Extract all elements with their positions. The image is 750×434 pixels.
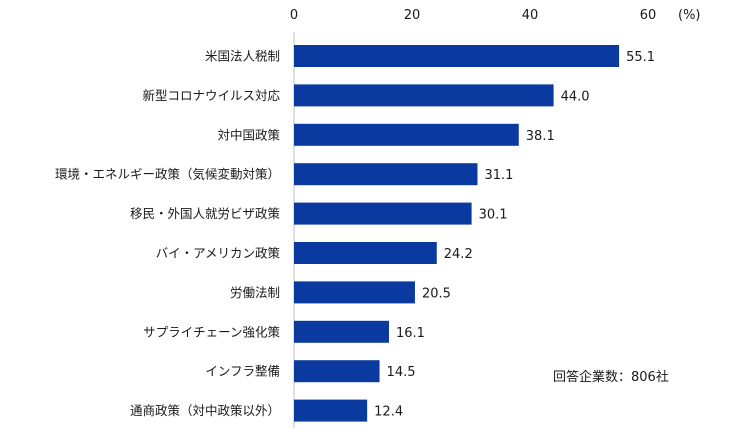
data-label: 30.1	[479, 208, 508, 223]
data-label: 16.1	[396, 326, 425, 341]
data-label: 12.4	[374, 405, 403, 420]
x-tick-label: 40	[522, 8, 539, 23]
category-label: 環境・エネルギー政策（気候変動対策）	[55, 167, 280, 182]
bar	[294, 281, 415, 304]
bar	[294, 163, 478, 186]
bars-group: 米国法人税制 55.1 新型コロナウイルス対応 44.0 対中国政策 38.1 環境・エネル…	[55, 45, 655, 422]
bar	[294, 202, 472, 225]
bar	[294, 360, 380, 383]
category-label: バイ・アメリカン政策	[156, 246, 281, 261]
data-label: 44.0	[561, 89, 590, 104]
category-label: 対中国政策	[217, 127, 280, 142]
respondents-note: 回答企業数：806社	[553, 369, 669, 385]
data-label: 38.1	[526, 129, 555, 144]
data-label: 24.2	[444, 247, 473, 262]
category-label: 新型コロナウイルス対応	[142, 88, 280, 103]
data-label: 31.1	[484, 168, 513, 183]
bar	[294, 84, 554, 107]
x-tick-label: 0	[290, 8, 298, 23]
bar	[294, 399, 368, 422]
bar	[294, 242, 437, 264]
bar	[294, 45, 620, 67]
bar	[294, 320, 389, 343]
x-tick-label: 20	[404, 8, 421, 23]
category-label: 通商政策（対中政策以外）	[130, 403, 280, 418]
data-label: 55.1	[626, 50, 655, 65]
category-label: 移民・外国人就労ビザ政策	[130, 206, 281, 221]
x-tick-label: 60	[640, 8, 657, 23]
category-label: インフラ整備	[205, 364, 280, 379]
category-label: 労働法制	[230, 285, 280, 300]
bar	[294, 123, 519, 146]
data-label: 14.5	[387, 365, 416, 380]
data-label: 20.5	[422, 286, 451, 301]
category-label: 米国法人税制	[205, 49, 280, 64]
category-label: サプライチェーン強化策	[143, 324, 280, 339]
unit-label: (%)	[678, 8, 701, 23]
x-axis-ticks: 0 20 40 60	[290, 8, 656, 23]
